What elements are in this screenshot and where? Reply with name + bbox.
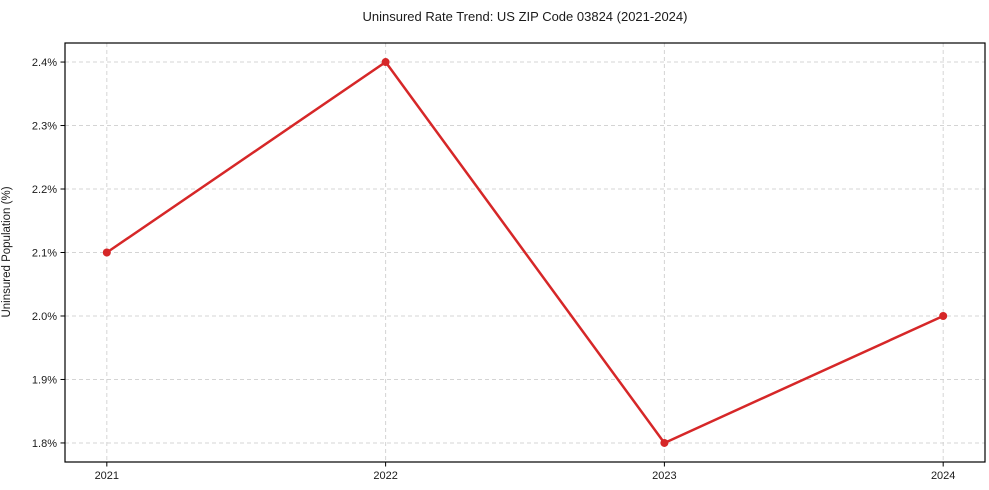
data-point [939, 311, 948, 320]
x-tick-label: 2023 [652, 470, 676, 482]
chart-title: Uninsured Rate Trend: US ZIP Code 03824 … [362, 9, 688, 24]
y-tick-label: 2.2% [32, 184, 57, 196]
y-tick-label: 1.8% [32, 438, 57, 450]
x-tick-label: 2022 [373, 470, 397, 482]
x-tick-label: 2021 [95, 470, 119, 482]
data-point [102, 248, 111, 257]
y-tick-label: 2.3% [32, 121, 57, 133]
y-tick-label: 2.0% [32, 311, 57, 323]
y-tick-label: 1.9% [32, 374, 57, 386]
data-point [660, 438, 669, 447]
x-tick-label: 2024 [931, 470, 955, 482]
data-point [381, 58, 390, 67]
data-line [105, 60, 945, 445]
y-tick-label: 2.4% [32, 57, 57, 69]
y-tick-label: 2.1% [32, 248, 57, 260]
